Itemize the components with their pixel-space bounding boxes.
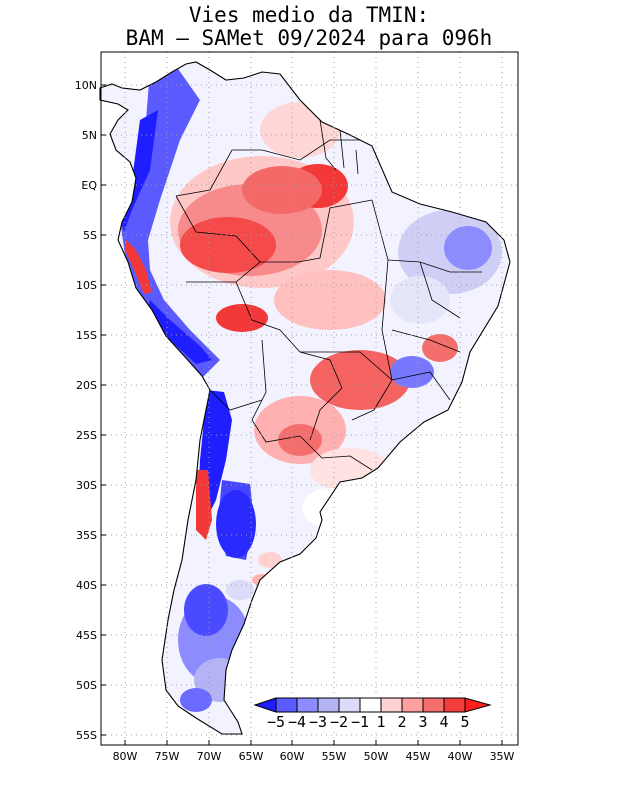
colorbar-swatch bbox=[443, 697, 466, 713]
lon-label: 65W bbox=[239, 750, 264, 763]
colorbar-swatch bbox=[359, 697, 382, 713]
lat-label: 35S bbox=[76, 529, 97, 542]
latitude-axis: 10N 5N EQ 5S 10S 15S 20S 25S 30S 35S 40S… bbox=[75, 79, 106, 742]
map-title-line2: BAM – SAMet 09/2024 para 096h bbox=[125, 26, 493, 50]
colorbar-swatch bbox=[422, 697, 445, 713]
lon-label: 70W bbox=[197, 750, 222, 763]
lat-label: 5N bbox=[82, 129, 97, 142]
colorbar-label: 5 bbox=[460, 713, 469, 731]
longitude-axis: 80W 75W 70W 65W 60W 55W 50W 45W 40W 35W bbox=[113, 740, 515, 763]
lat-label: 10N bbox=[75, 79, 97, 92]
colorbar-label: −4 bbox=[288, 713, 306, 731]
lon-label: 45W bbox=[406, 750, 431, 763]
colorbar-label: 1 bbox=[376, 713, 385, 731]
colorbar-label: −5 bbox=[267, 713, 285, 731]
colorbar-label: −1 bbox=[351, 713, 369, 731]
colorbar-right-arrow bbox=[464, 697, 492, 713]
colorbar-label: 3 bbox=[418, 713, 427, 731]
lon-label: 55W bbox=[322, 750, 347, 763]
lon-label: 80W bbox=[113, 750, 138, 763]
colorbar-swatch bbox=[380, 697, 403, 713]
lat-label: 40S bbox=[76, 579, 97, 592]
colorbar-swatch bbox=[317, 697, 340, 713]
lat-label: 50S bbox=[76, 679, 97, 692]
lon-label: 60W bbox=[280, 750, 305, 763]
lat-label: 30S bbox=[76, 479, 97, 492]
lat-label: 45S bbox=[76, 629, 97, 642]
map-title-line1: Vies medio da TMIN: bbox=[188, 3, 430, 27]
colorbar-swatch bbox=[296, 697, 319, 713]
colorbar-swatch bbox=[275, 697, 298, 713]
colorbar-label: −3 bbox=[309, 713, 327, 731]
lat-label: 20S bbox=[76, 379, 97, 392]
lat-label: 25S bbox=[76, 429, 97, 442]
colorbar-label: 4 bbox=[439, 713, 448, 731]
map-gridlines bbox=[101, 52, 518, 745]
lon-label: 40W bbox=[448, 750, 473, 763]
colorbar-swatch bbox=[401, 697, 424, 713]
lon-label: 50W bbox=[364, 750, 389, 763]
lat-label: 55S bbox=[76, 729, 97, 742]
lat-label: EQ bbox=[81, 179, 97, 192]
lon-label: 75W bbox=[155, 750, 180, 763]
lon-label: 35W bbox=[490, 750, 515, 763]
lat-label: 5S bbox=[83, 229, 97, 242]
colorbar: −5 −4 −3 −2 −1 1 2 3 4 5 bbox=[253, 697, 498, 731]
colorbar-swatch bbox=[338, 697, 361, 713]
lat-label: 15S bbox=[76, 329, 97, 342]
colorbar-label: −2 bbox=[330, 713, 348, 731]
colorbar-label: 2 bbox=[397, 713, 406, 731]
country-borders bbox=[175, 119, 482, 471]
lat-label: 10S bbox=[76, 279, 97, 292]
